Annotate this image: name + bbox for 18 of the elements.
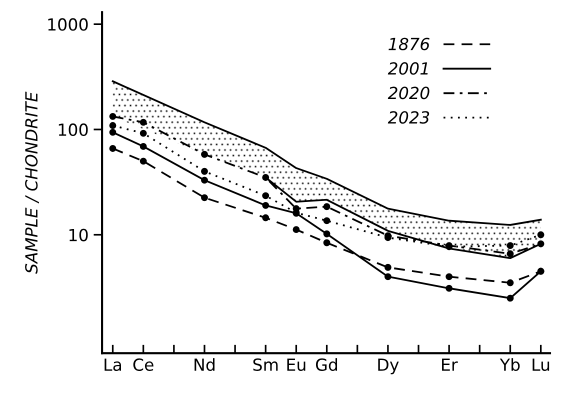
- y-tick-label: 10: [69, 228, 88, 242]
- x-tick-label: Sm: [253, 358, 278, 371]
- x-tick-label: La: [104, 358, 121, 371]
- y-tick-label: 1000: [48, 18, 88, 31]
- legend-label: 2001: [388, 62, 428, 75]
- x-tick-label: Yb: [500, 358, 520, 371]
- y-axis-title: SAMPLE / CHONDRITE: [25, 92, 39, 274]
- x-tick-label: Er: [442, 358, 458, 371]
- x-tick-label: Gd: [316, 358, 338, 371]
- y-tick-label: 100: [58, 123, 88, 136]
- x-tick-label: Eu: [287, 358, 306, 371]
- x-tick-label: Ce: [133, 358, 154, 371]
- x-tick-label: Nd: [194, 358, 214, 371]
- legend-label: 1876: [388, 38, 430, 50]
- legend-label: 2020: [388, 86, 430, 100]
- legend-label: 2023: [388, 111, 430, 124]
- x-tick-label: Dy: [378, 358, 399, 374]
- x-tick-label: Lu: [532, 358, 550, 371]
